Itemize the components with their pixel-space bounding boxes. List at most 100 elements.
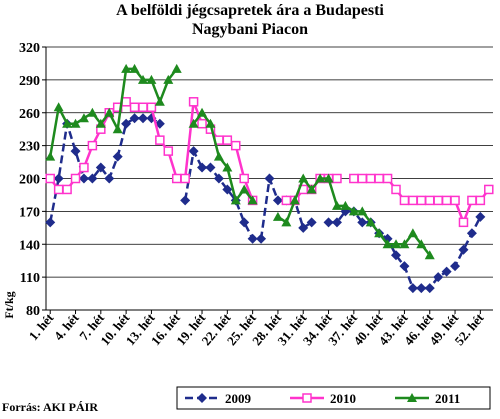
data-point — [399, 239, 410, 249]
data-point — [171, 173, 182, 184]
y-tick-label: 110 — [20, 271, 40, 286]
data-point — [146, 74, 157, 84]
series-line — [48, 67, 178, 157]
data-point — [247, 233, 258, 244]
data-point — [129, 102, 140, 113]
data-point — [78, 173, 89, 184]
data-point — [197, 393, 207, 403]
y-axis-label: Ft/kg — [2, 291, 16, 318]
data-point — [302, 393, 312, 403]
data-point — [188, 97, 199, 107]
data-point — [129, 113, 140, 124]
data-point — [45, 151, 56, 161]
data-point — [399, 195, 410, 206]
data-point — [95, 162, 106, 173]
legend-label: 2010 — [330, 391, 356, 406]
data-point — [348, 206, 359, 216]
data-point — [62, 118, 73, 128]
data-point — [53, 184, 64, 195]
data-point — [331, 200, 342, 210]
chart-title-line-1: A belföldi jégcsapretek ára a Budapesti — [116, 2, 384, 19]
legend-label: 2011 — [435, 391, 460, 406]
data-point — [382, 173, 393, 184]
data-point — [121, 63, 132, 73]
data-point — [399, 261, 410, 272]
y-axis-ticks: 80 110 140 170 200 230 260 290 320 — [19, 41, 46, 319]
data-point — [79, 162, 89, 173]
series-group — [45, 63, 494, 294]
data-point — [272, 195, 283, 206]
data-point — [45, 217, 56, 228]
data-point — [306, 217, 317, 228]
data-point — [222, 135, 233, 145]
data-point — [306, 184, 317, 194]
data-point — [188, 146, 199, 157]
data-point — [281, 217, 292, 227]
data-point — [374, 228, 385, 238]
y-tick-label: 290 — [19, 74, 40, 89]
legend-label: 2009 — [225, 391, 252, 406]
y-tick-label: 80 — [26, 304, 40, 319]
data-point — [205, 162, 216, 173]
series-2011 — [45, 63, 435, 260]
data-point — [466, 228, 477, 239]
data-point — [340, 200, 351, 210]
data-point — [146, 102, 157, 113]
data-point — [239, 173, 249, 184]
data-point — [407, 228, 418, 238]
data-point — [205, 118, 216, 128]
source-note: Forrás: AKI PÁIR — [2, 400, 98, 414]
data-point — [281, 195, 292, 206]
data-point — [424, 283, 435, 294]
data-point — [197, 162, 208, 173]
data-point — [433, 195, 443, 206]
data-point — [365, 217, 376, 227]
data-point — [407, 393, 417, 402]
x-tick-label: 52. hét — [451, 310, 487, 348]
data-point — [391, 250, 402, 261]
data-point — [213, 173, 224, 184]
data-point — [230, 195, 241, 205]
y-tick-label: 170 — [19, 205, 40, 220]
data-point — [458, 217, 469, 228]
data-point — [171, 63, 182, 73]
data-point — [441, 266, 452, 277]
data-point — [450, 261, 461, 272]
data-point — [129, 63, 140, 73]
data-point — [163, 146, 174, 156]
x-tick-label: 4. hét — [51, 310, 82, 343]
data-point — [112, 124, 123, 134]
data-point — [365, 173, 376, 184]
data-point — [416, 283, 427, 294]
legend: 2009 2010 2011 — [176, 386, 491, 410]
series-line — [328, 210, 482, 290]
data-point — [222, 184, 233, 195]
data-point — [323, 217, 334, 228]
data-point — [222, 162, 233, 172]
data-point — [289, 195, 300, 205]
data-point — [163, 74, 174, 84]
data-point — [197, 107, 208, 117]
data-point — [87, 173, 98, 184]
data-point — [391, 184, 401, 195]
data-point — [70, 118, 81, 128]
data-point — [357, 206, 368, 216]
data-point — [138, 102, 148, 113]
data-point — [323, 173, 334, 183]
data-point — [180, 195, 191, 206]
data-point — [484, 184, 494, 195]
data-point — [264, 173, 275, 184]
legend-box — [176, 386, 491, 410]
data-point — [53, 173, 64, 184]
data-point — [87, 140, 98, 151]
data-point — [231, 140, 241, 151]
data-point — [331, 217, 342, 228]
data-point — [467, 195, 477, 206]
data-point — [188, 118, 199, 128]
chart-title-line-2: Nagybani Piacon — [191, 21, 308, 38]
data-point — [180, 173, 190, 184]
data-point — [441, 195, 452, 206]
data-point — [382, 239, 393, 249]
data-point — [62, 184, 72, 195]
